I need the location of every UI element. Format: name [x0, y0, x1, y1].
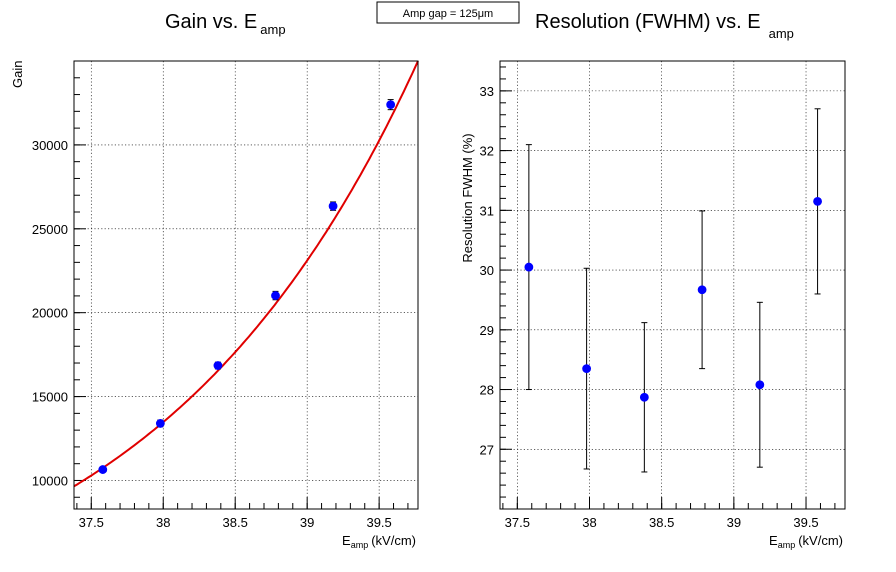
resolution-chart-ticks: 37.5 38 38.5 39 39.5 27 28 29 30 31 32 33	[480, 66, 836, 530]
gain-chart-frame	[73, 60, 419, 510]
resolution-chart-data-point	[582, 364, 592, 374]
gain-chart-xlabel: Eamp (kV/cm)	[342, 533, 416, 550]
banner: Amp gap = 125μm	[376, 1, 520, 24]
gain-chart-ticks: 37.5 38 38.5 39 39.5 10000 15000 20000 25000 3000…	[32, 60, 409, 530]
resolution-chart-title: Resolution (FWHM) vs. E amp	[535, 11, 794, 41]
gain-chart-ylabel: Gain	[10, 61, 25, 88]
gain-chart-ytick-label: 15000	[32, 390, 68, 405]
resolution-chart-xtick-label: 39.5	[793, 515, 818, 530]
resolution-chart-ytick-label: 32	[480, 144, 494, 159]
resolution-chart-xlabel-main: E	[769, 533, 778, 548]
gain-chart-ytick-label: 30000	[32, 138, 68, 153]
gain-chart-data-point	[271, 291, 280, 300]
gain-chart-points	[98, 99, 396, 474]
resolution-chart-frame	[499, 60, 846, 510]
resolution-chart-grid	[500, 61, 845, 509]
banner-text: Amp gap = 125μm	[403, 8, 493, 20]
resolution-chart-data-point	[755, 380, 765, 390]
gain-chart-fit-curve	[73, 60, 419, 488]
gain-chart-data-point	[213, 361, 223, 370]
resolution-chart-points	[524, 108, 822, 473]
gain-chart-xtick-label: 38.5	[223, 515, 248, 530]
resolution-chart-ylabel: Resolution FWHM (%)	[460, 133, 475, 262]
resolution-chart-ytick-label: 33	[480, 84, 494, 99]
resolution-chart-data-point	[639, 392, 649, 402]
gain-chart-data-point	[328, 201, 338, 211]
gain-chart-xlabel-main: E	[342, 533, 351, 548]
resolution-chart-ytick-label: 27	[480, 442, 494, 457]
gain-chart-title-main: Gain vs. E	[165, 11, 257, 33]
resolution-chart-ytick-label: 29	[480, 323, 494, 338]
resolution-chart-ytick-label: 28	[480, 383, 494, 398]
gain-chart-title-subscript: amp	[260, 22, 285, 37]
resolution-chart-xtick-label: 39	[727, 515, 741, 530]
resolution-chart-xtick-label: 37.5	[505, 515, 530, 530]
gain-chart-data-point	[98, 465, 108, 474]
gain-chart-xlabel-subscript: amp	[351, 540, 369, 550]
gain-chart-ytick-label: 10000	[32, 473, 68, 488]
resolution-chart-xtick-label: 38	[582, 515, 596, 530]
gain-chart-xlabel-units: (kV/cm)	[371, 533, 416, 548]
gain-chart-ytick-label: 20000	[32, 306, 68, 321]
resolution-chart-data-point	[524, 262, 534, 272]
gain-chart-data-point	[386, 100, 396, 110]
gain-chart-grid	[74, 61, 418, 509]
gain-chart-xtick-label: 39.5	[366, 515, 391, 530]
resolution-chart-xlabel: Eamp (kV/cm)	[769, 533, 843, 550]
resolution-chart-xtick-label: 38.5	[649, 515, 674, 530]
resolution-chart-xlabel-subscript: amp	[778, 540, 796, 550]
gain-chart-ytick-label: 25000	[32, 222, 68, 237]
gain-chart-xtick-label: 38	[156, 515, 170, 530]
gain-chart-xtick-label: 39	[300, 515, 314, 530]
gain-chart-xtick-label: 37.5	[79, 515, 104, 530]
resolution-chart-title-main: Resolution (FWHM) vs. E	[535, 11, 761, 33]
resolution-chart-data-point	[697, 285, 707, 295]
resolution-chart-ytick-label: 31	[480, 203, 494, 218]
banner-box	[376, 1, 520, 24]
resolution-chart-xlabel-units: (kV/cm)	[798, 533, 843, 548]
gain-chart-fit	[73, 60, 419, 488]
resolution-chart-data-point	[813, 196, 822, 206]
resolution-chart-title-subscript: amp	[769, 26, 794, 41]
resolution-chart-ytick-label: 30	[480, 263, 494, 278]
resolution-chart: Resolution (FWHM) vs. Eamp 37.5 38 38.5 39 3…	[460, 11, 846, 550]
gain-chart-data-point	[155, 419, 165, 428]
